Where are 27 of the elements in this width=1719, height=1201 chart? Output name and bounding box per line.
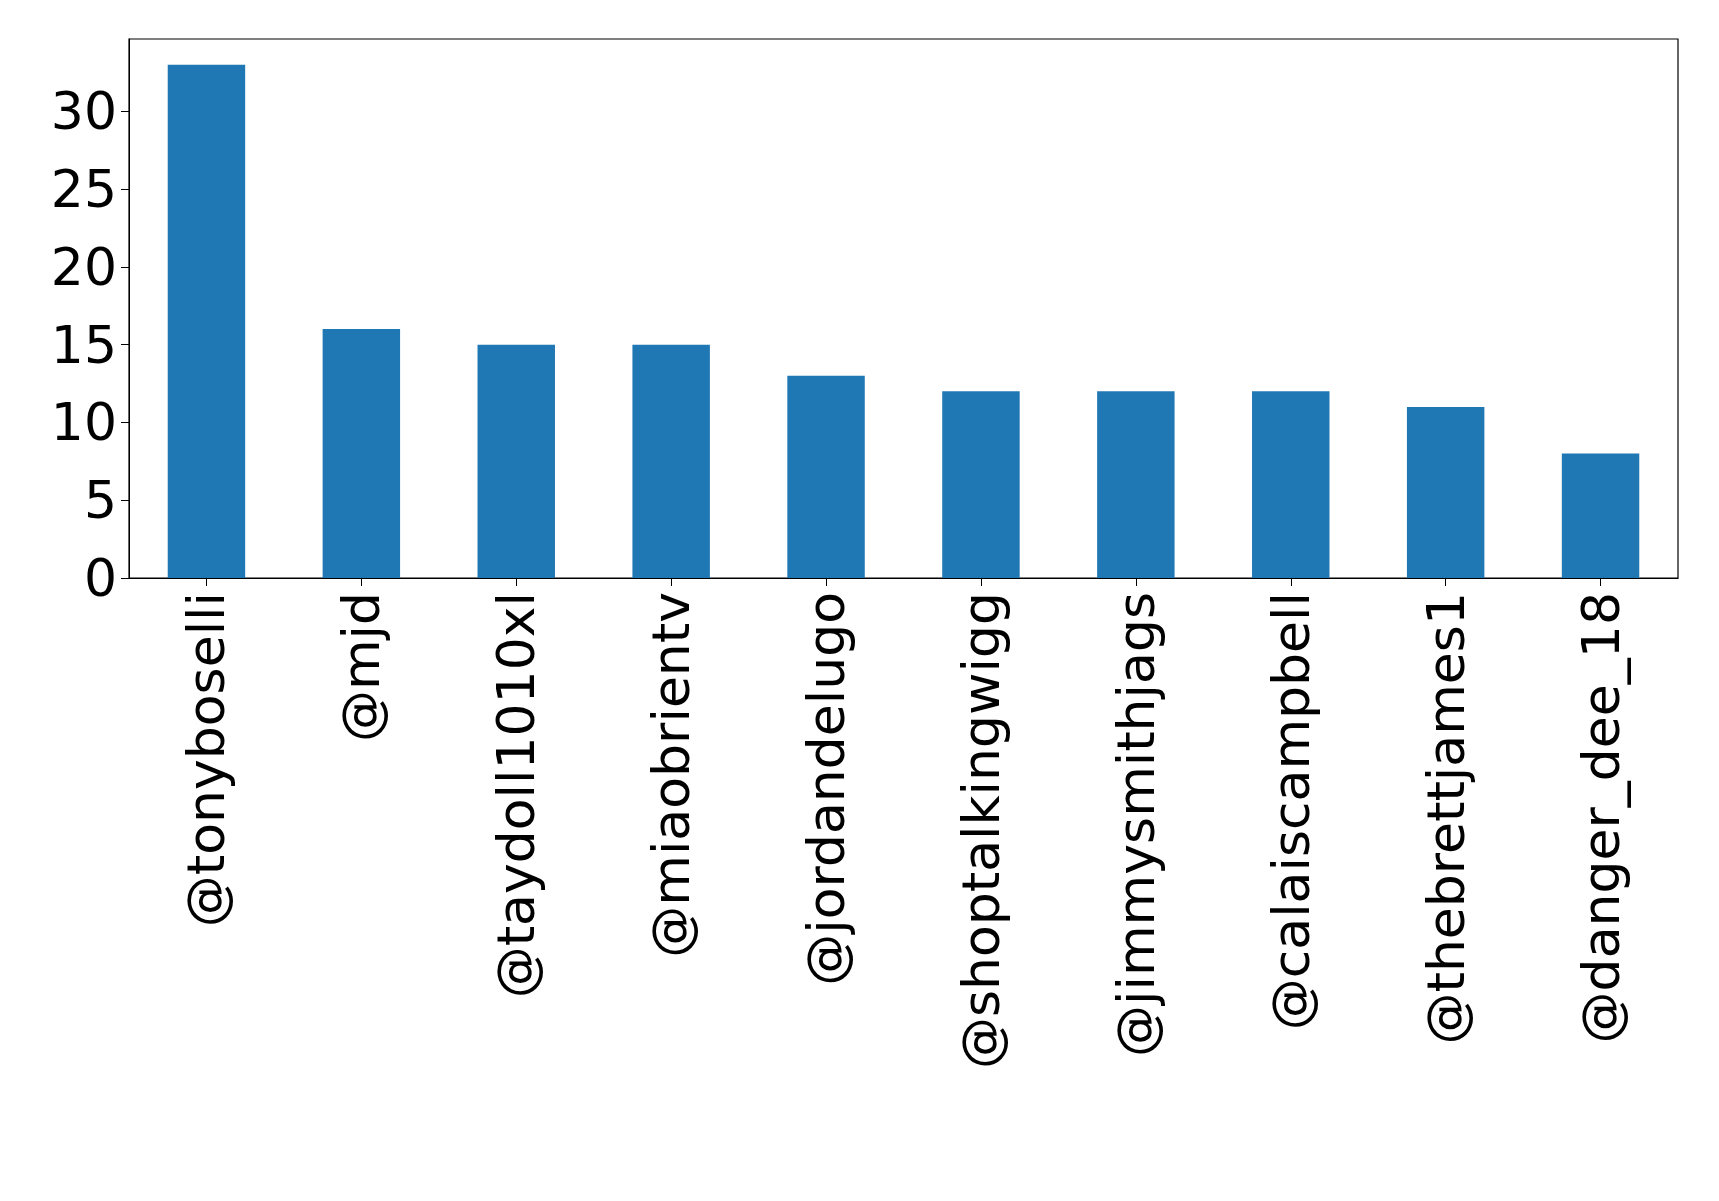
x-tick-label: @jimmysmithjags — [1105, 592, 1166, 1057]
y-tick-label: 25 — [50, 159, 117, 220]
x-tick-label: @calaiscampbell — [1260, 592, 1321, 1031]
x-tick-label: @miaobrientv — [641, 592, 702, 958]
bar — [167, 64, 246, 578]
y-tick-label: 15 — [50, 314, 117, 375]
x-tick-label: @thebrettjames1 — [1415, 592, 1476, 1045]
bar — [477, 344, 555, 578]
y-tick-label: 30 — [50, 81, 117, 142]
y-tick-label: 10 — [50, 392, 117, 453]
bar — [1252, 391, 1330, 578]
bar — [322, 329, 401, 578]
x-tick-label: @danger_dee_18 — [1570, 592, 1631, 1044]
x-tick-label: @taydoll1010xl — [486, 592, 547, 999]
x-tick-label: @jordandelugo — [796, 592, 857, 986]
x-tick-label: @shoptalkingwigg — [950, 592, 1011, 1070]
bar — [1097, 391, 1175, 578]
x-tick-label: @mjd — [331, 592, 392, 743]
bar — [942, 391, 1020, 578]
y-tick-label: 5 — [83, 470, 117, 531]
x-tick-label: @tonyboselli — [176, 592, 237, 928]
y-tick-label: 0 — [83, 548, 117, 608]
bar — [787, 375, 865, 578]
bar — [632, 344, 710, 578]
y-tick-label: 20 — [50, 236, 117, 297]
bar — [1561, 453, 1640, 578]
bar — [1406, 406, 1485, 578]
